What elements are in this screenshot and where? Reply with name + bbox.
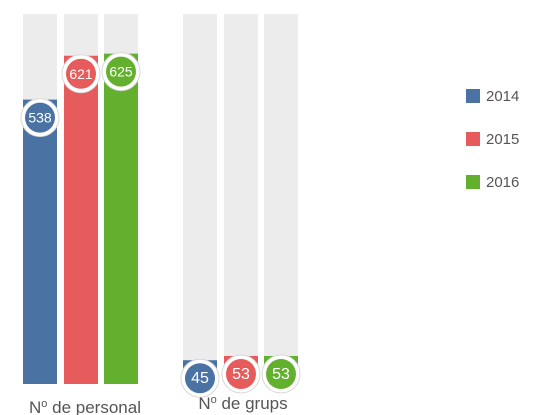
value-badge-fill <box>226 358 256 389</box>
value-label-personal-2016: 625 <box>109 64 133 80</box>
chart-legend: 2014 2015 2016 <box>466 86 519 215</box>
value-badge-grups-2014: 45 <box>180 358 220 398</box>
legend-swatch-2014 <box>466 89 480 103</box>
value-label-grups-2016: 53 <box>272 366 290 383</box>
value-label-personal-2015: 621 <box>69 66 93 82</box>
legend-item-2015: 2015 <box>466 129 519 149</box>
bar-track-grups-2016 <box>264 14 298 384</box>
bar-personal-2015 <box>64 55 98 384</box>
bar-track-grups-2014 <box>183 14 217 384</box>
category-label-grups: No de grups <box>198 394 287 413</box>
value-label-grups-2015: 53 <box>232 366 250 383</box>
legend-swatch-2016 <box>466 175 480 189</box>
legend-label-2015: 2015 <box>486 130 520 148</box>
value-badge-fill <box>185 363 215 394</box>
bar-personal-2016 <box>104 53 138 385</box>
bar-track-grups-2015 <box>224 14 258 384</box>
value-badge-fill <box>66 58 96 89</box>
legend-swatch-2015 <box>466 132 480 146</box>
legend-item-2014: 2014 <box>466 86 519 106</box>
value-badge-grups-2015: 53 <box>221 354 261 394</box>
value-badge-grups-2016: 53 <box>261 354 301 394</box>
legend-label-2014: 2014 <box>486 87 520 105</box>
value-badge-fill <box>25 102 55 133</box>
bar-personal-2014 <box>23 99 57 384</box>
value-badge-fill <box>106 56 136 87</box>
legend-label-2016: 2016 <box>486 173 520 191</box>
value-label-personal-2014: 538 <box>28 110 52 126</box>
value-badge-fill <box>266 358 296 389</box>
value-badge-personal-2015: 621 <box>61 54 101 94</box>
value-badge-personal-2016: 625 <box>101 52 141 92</box>
category-label-personal: No de personal <box>29 398 141 415</box>
legend-item-2016: 2016 <box>466 172 519 192</box>
value-badge-personal-2014: 538 <box>20 98 60 138</box>
value-label-grups-2014: 45 <box>191 370 209 387</box>
